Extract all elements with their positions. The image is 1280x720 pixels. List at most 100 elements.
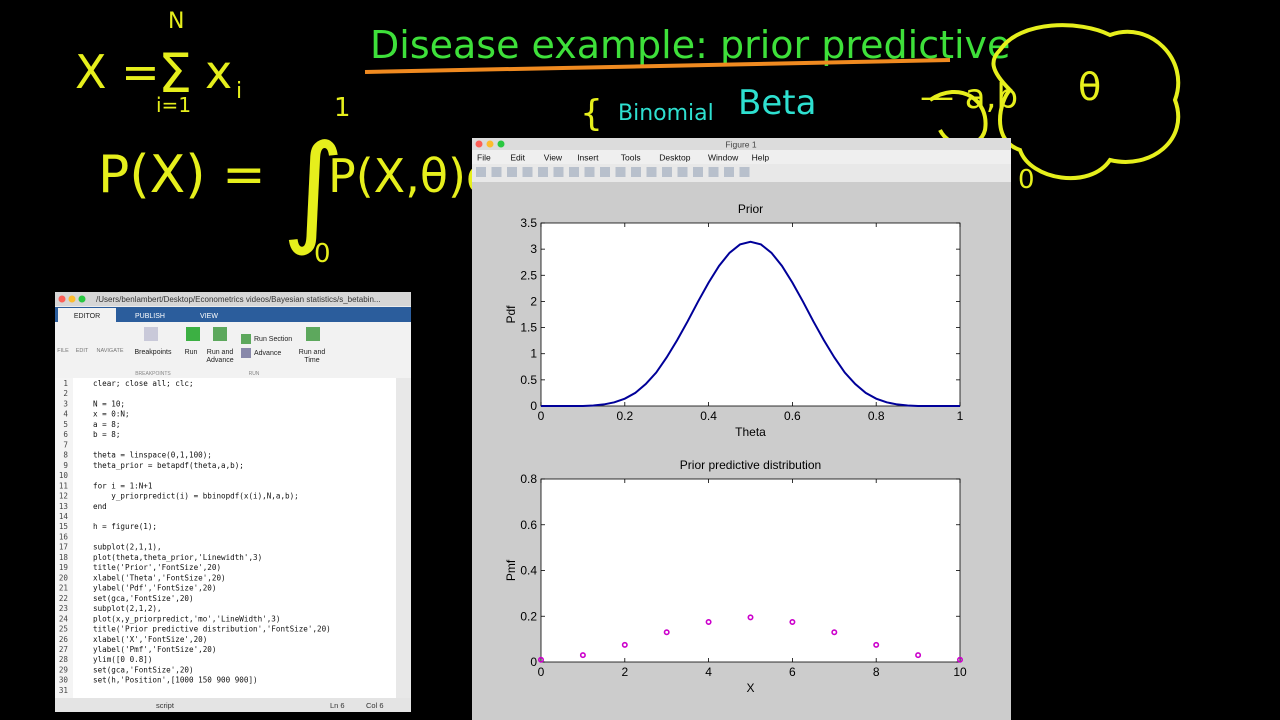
menu-item[interactable]: Help [752, 153, 770, 163]
toolbar-button[interactable] [538, 167, 548, 177]
y-tick-label: 0.2 [520, 609, 537, 623]
toolbar-button[interactable] [677, 167, 688, 177]
menu-item[interactable]: Window [708, 153, 739, 163]
sum-lower: i=1 [156, 93, 191, 117]
toolbar-button[interactable] [662, 167, 672, 177]
toolbar-button[interactable] [553, 167, 564, 177]
line-number: 15 [59, 522, 68, 531]
minimize-button[interactable] [68, 295, 76, 303]
y-tick-label: 3.5 [520, 216, 537, 230]
int-sign: ∫ [282, 120, 345, 259]
data-point [873, 641, 880, 648]
editor-tab[interactable]: VIEW [200, 313, 218, 320]
toolstrip-section: BREAKPOINTS [135, 371, 171, 377]
toolbar-button[interactable] [724, 167, 734, 177]
sum-sub: i [236, 79, 242, 104]
editor-tab[interactable]: PUBLISH [135, 313, 165, 320]
data-point [956, 656, 963, 663]
plot-area [540, 478, 961, 663]
status-kind: script [156, 701, 175, 710]
code-line: x = 0:N; [93, 410, 130, 419]
line-number: 2 [63, 389, 68, 398]
int-lhs: P(X) = [98, 145, 266, 205]
code-line: set(gca,'FontSize',20) [93, 665, 194, 674]
int-body: P(X,θ)d [328, 149, 495, 203]
run-time-icon [306, 327, 320, 341]
code-line: clear; close all; clc; [93, 379, 194, 388]
line-gutter [55, 378, 73, 698]
menu-item[interactable]: File [477, 153, 491, 163]
theta: θ [1078, 65, 1101, 109]
int-lower: 0 [314, 239, 331, 269]
menu-item[interactable]: View [544, 153, 563, 163]
toolbar-button[interactable] [569, 167, 579, 177]
editor-tab[interactable]: EDITOR [74, 313, 100, 320]
line-number: 21 [59, 584, 69, 593]
menu-item[interactable]: Desktop [659, 153, 690, 163]
code-line: ylim([0 0.8]) [93, 655, 152, 664]
code-line: plot(x,y_priorpredict,'mo','LineWidth',3… [93, 614, 280, 623]
x-tick-label: 2 [621, 665, 628, 679]
sum-sign: Σ [158, 42, 192, 105]
toolbar-button[interactable] [646, 167, 657, 177]
data-point [747, 614, 754, 621]
menu-item[interactable]: Edit [510, 153, 525, 163]
y-tick-label: 2 [530, 294, 537, 308]
line-number: 9 [63, 461, 68, 470]
toolbar-button[interactable] [522, 167, 533, 177]
line-number: 6 [63, 430, 68, 439]
code-line: h = figure(1); [93, 522, 157, 531]
status-line: Ln 6 [330, 701, 345, 710]
toolbar-button[interactable] [476, 167, 486, 177]
advance-icon [241, 348, 251, 358]
x-tick-label: 0.8 [868, 409, 885, 423]
line-number: 5 [63, 420, 68, 429]
y-tick-label: 0.8 [520, 472, 537, 486]
x-tick-label: 0 [538, 409, 545, 423]
zoom-button[interactable] [78, 295, 86, 303]
minimize-button[interactable] [486, 140, 494, 148]
run-advance-button: Advance [206, 357, 233, 364]
beta: Beta [738, 83, 816, 123]
close-button[interactable] [475, 140, 483, 148]
line-number: 23 [59, 604, 68, 613]
code-line: title('Prior predictive distribution','F… [93, 625, 331, 634]
chart-title: Prior predictive distribution [680, 458, 821, 472]
run-time-button: Time [304, 357, 319, 364]
scrollbar[interactable] [396, 378, 411, 698]
toolstrip-group: EDIT [76, 348, 89, 354]
toolbar-button[interactable] [491, 167, 502, 177]
line-number: 8 [63, 451, 68, 460]
y-tick-label: 3 [530, 242, 537, 256]
data-point [621, 641, 628, 648]
code-line: N = 10; [93, 399, 125, 408]
x-axis-label: Theta [735, 425, 766, 439]
data-point [831, 629, 838, 636]
toolbar-button[interactable] [693, 167, 703, 177]
zoom-button[interactable] [497, 140, 505, 148]
x-tick-label: 10 [953, 665, 967, 679]
toolbar-button[interactable] [507, 167, 517, 177]
menu-item[interactable]: Tools [621, 153, 641, 163]
advance-button: Advance [254, 350, 281, 357]
toolbar-button[interactable] [615, 167, 626, 177]
toolbar-button[interactable] [708, 167, 719, 177]
code-line: plot(theta,theta_prior,'Linewidth',3) [93, 553, 262, 562]
close-button[interactable] [58, 295, 66, 303]
toolbar-button[interactable] [739, 167, 750, 177]
toolbar-button[interactable] [584, 167, 595, 177]
line-number: 1 [63, 379, 68, 388]
line-number: 16 [59, 532, 69, 541]
toolbar-button[interactable] [631, 167, 641, 177]
y-axis-label: Pdf [504, 305, 518, 324]
blob [991, 23, 1181, 181]
code-line: subplot(2,1,2), [93, 604, 162, 613]
menu-item[interactable]: Insert [577, 153, 599, 163]
toolbar-button[interactable] [600, 167, 610, 177]
y-tick-label: 2.5 [520, 268, 537, 282]
line-number: 18 [59, 553, 69, 562]
axes: 0 0.2 0.4 0.6 0.8 1 0 0.5 1 1.5 2 2.5 3 3.5 Prior Theta… [504, 202, 964, 439]
